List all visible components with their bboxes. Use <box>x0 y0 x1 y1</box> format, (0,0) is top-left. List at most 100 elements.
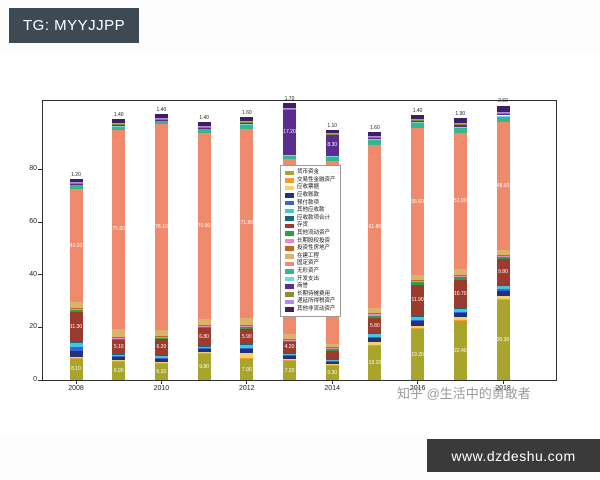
bar-segment <box>154 356 168 358</box>
bar-segment <box>453 125 467 127</box>
bar-segment <box>325 360 339 362</box>
legend-item: 固定资产 <box>285 260 336 268</box>
bar-segment <box>496 300 510 380</box>
bar-segment <box>154 362 168 364</box>
bar-segment <box>283 358 296 361</box>
bar-segment <box>325 358 339 360</box>
bar-segment <box>154 363 168 380</box>
bar-segment <box>240 349 254 353</box>
bar-segment <box>453 124 467 126</box>
legend-swatch <box>285 276 294 282</box>
x-tick-mark <box>502 380 504 384</box>
bar-segment <box>112 357 126 360</box>
bar-segment <box>69 184 83 185</box>
bar-segment <box>154 357 168 359</box>
legend-label: 其他应收款 <box>297 207 325 214</box>
x-tick-mark <box>417 380 419 384</box>
bar-segment <box>197 324 211 326</box>
bar-segment <box>411 321 425 326</box>
bar-segment <box>69 351 83 357</box>
bar-segment <box>411 325 425 329</box>
bar-segment <box>197 132 211 320</box>
bar-segment <box>283 154 296 156</box>
legend-item: 其他流动资产 <box>285 230 336 238</box>
x-tick-label: 2012 <box>239 385 255 392</box>
legend-label: 应收账款 <box>297 192 320 199</box>
legend-label: 其他流动资产 <box>297 230 331 237</box>
bar-segment <box>453 123 467 125</box>
bar-segment <box>69 342 83 344</box>
bar-segment <box>496 255 510 257</box>
bar-segment <box>283 355 296 357</box>
bar-segment <box>496 249 510 255</box>
x-tick-mark <box>246 380 248 384</box>
legend-swatch <box>285 254 294 259</box>
bar-segment <box>69 356 83 358</box>
bar-segment <box>240 328 254 345</box>
legend-swatch <box>285 246 294 251</box>
bar-segment <box>368 139 382 140</box>
bar-segment <box>283 107 296 109</box>
bar-segment <box>154 337 168 339</box>
bar-segment <box>453 269 467 275</box>
bar-segment <box>154 114 168 118</box>
bar-segment <box>197 126 211 128</box>
legend-label: 应收款项合计 <box>297 214 331 221</box>
bar-top-label: 1.40 <box>199 115 209 122</box>
legend-swatch <box>285 231 294 236</box>
legend-item: 开发支出 <box>285 275 336 283</box>
bar-segment <box>368 334 382 337</box>
bar-segment <box>453 312 467 317</box>
bar-segment <box>453 126 467 128</box>
bar-segment <box>154 124 168 330</box>
bar-segment <box>112 359 126 362</box>
bar-segment <box>325 156 339 158</box>
bar-segment <box>69 358 83 380</box>
chart-legend: 货币资金 交易性金融资产 应收票据 应收账款 预付款项 其他应收款 应收款项合计 存货 其他流动… <box>280 165 341 318</box>
bar-segment <box>112 123 126 125</box>
legend-label: 应收票据 <box>297 184 320 191</box>
bar-segment <box>368 145 382 308</box>
y-tick-label: 20 <box>29 323 37 331</box>
bar-segment <box>368 314 382 316</box>
bar-segment <box>240 344 254 346</box>
bar-segment <box>69 178 83 182</box>
bar-segment <box>368 333 382 335</box>
bar-segment <box>325 366 339 380</box>
bar-segment <box>240 352 254 359</box>
bar-segment <box>496 113 510 115</box>
x-tick-mark <box>160 380 162 384</box>
y-tick-mark <box>38 326 42 328</box>
bar-segment <box>154 358 168 362</box>
bar-segment <box>496 285 510 287</box>
bar-segment <box>112 337 126 338</box>
legend-item: 预付款项 <box>285 199 336 207</box>
bar-segment <box>496 298 510 301</box>
bar-segment <box>325 350 339 359</box>
bar-segment <box>411 284 425 317</box>
bar-segment <box>496 256 510 260</box>
bar-segment <box>240 116 254 121</box>
bar-segment <box>496 295 510 299</box>
bar-segment <box>453 321 467 380</box>
bar-segment <box>368 131 382 137</box>
bar-segment <box>197 349 211 353</box>
bar-segment <box>154 361 168 363</box>
legend-label: 固定资产 <box>297 260 320 267</box>
bar-segment <box>154 335 168 337</box>
bar-segment <box>112 361 126 380</box>
bar-segment <box>197 128 211 129</box>
bar-segment <box>496 290 510 296</box>
plot-area: 货币资金 交易性金融资产 应收票据 应收账款 预付款项 其他应收款 应收款项合计 存货 其他流动… <box>29 96 557 392</box>
bar-segment <box>368 342 382 345</box>
bar-segment <box>240 326 254 328</box>
bar-segment <box>496 114 510 116</box>
legend-label: 预付款项 <box>297 199 320 206</box>
bar-segment <box>325 344 339 348</box>
bar-segment <box>112 126 126 130</box>
bar-segment <box>411 280 425 281</box>
legend-item: 在建工程 <box>285 253 336 261</box>
legend-item: 商誉 <box>285 283 336 291</box>
bar-segment <box>112 354 126 356</box>
bar-segment <box>325 349 339 351</box>
